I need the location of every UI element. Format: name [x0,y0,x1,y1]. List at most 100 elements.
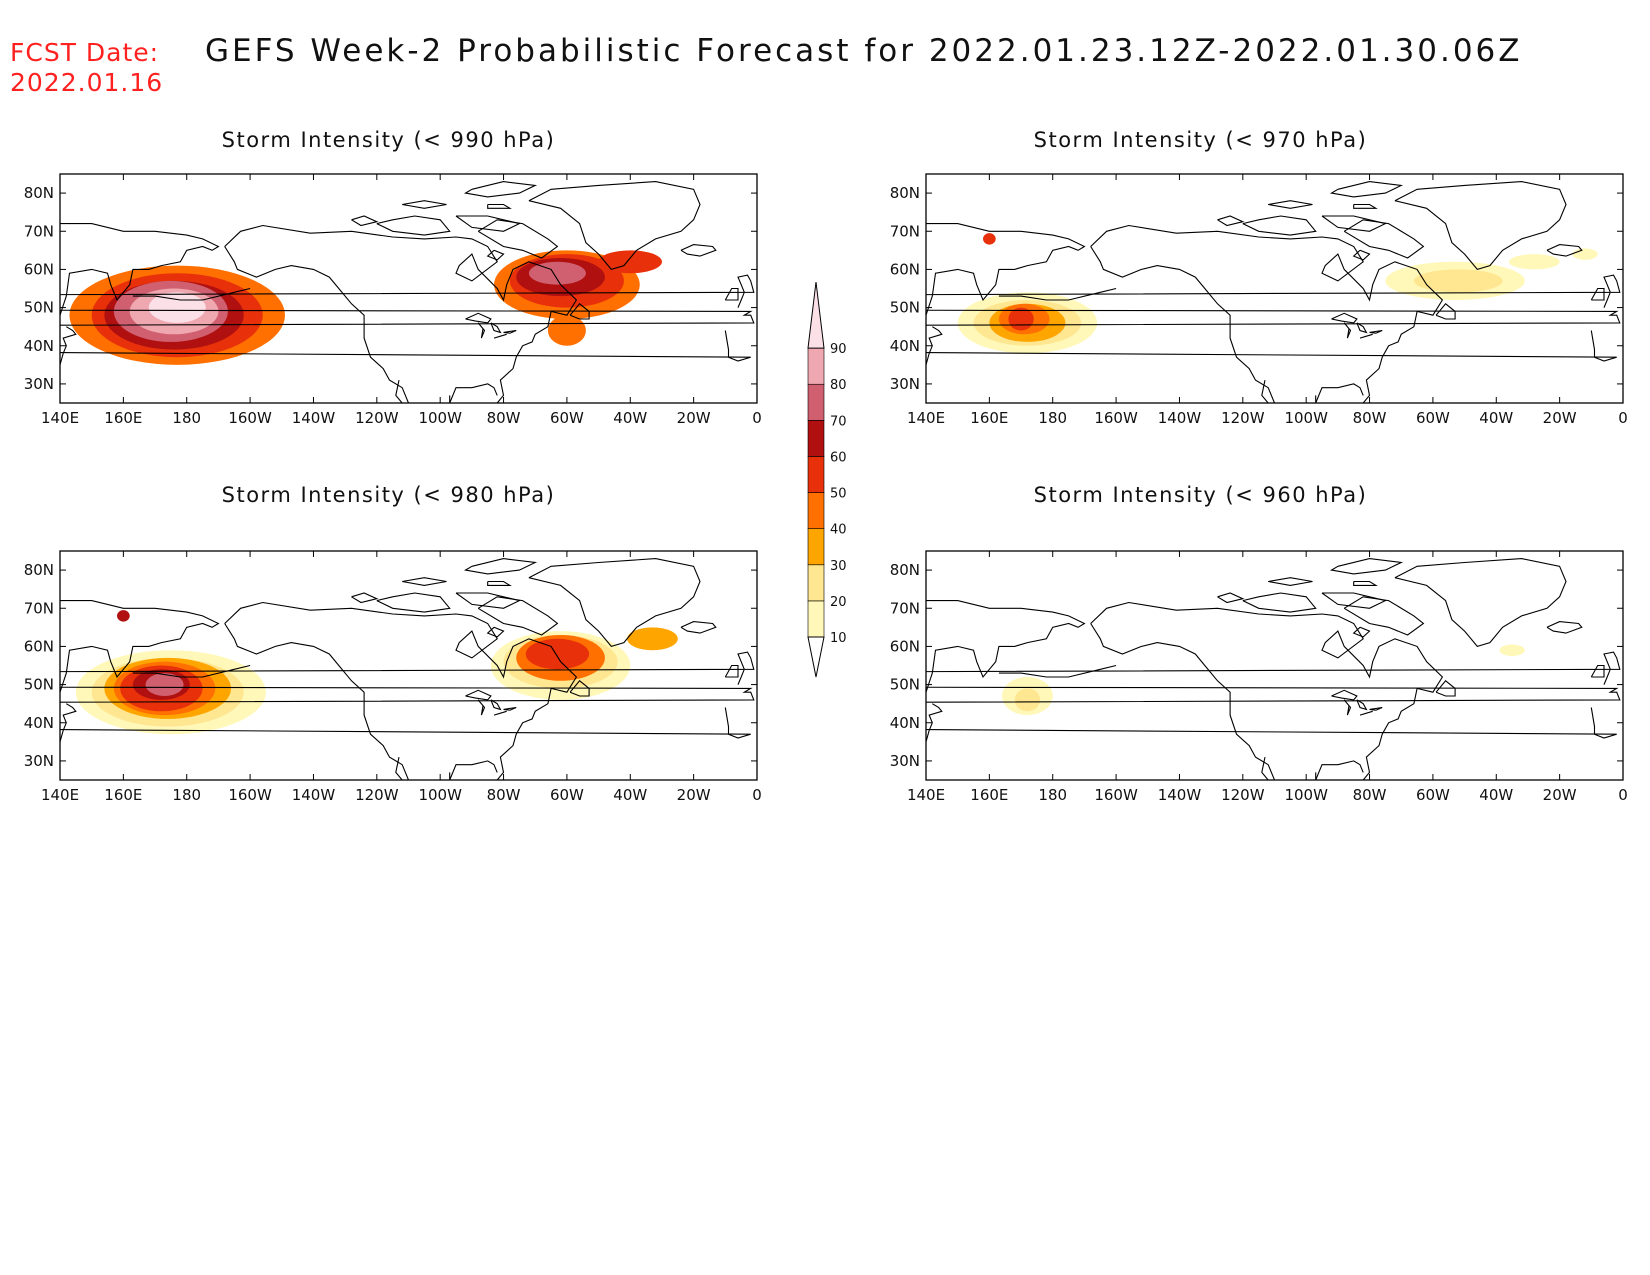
coastline [1353,203,1378,209]
colorbar-label: 20 [830,595,847,610]
lon-tick-label: 120W [355,409,399,427]
coastline [132,287,251,301]
coastline [1315,760,1364,780]
probability-blob [1508,254,1560,270]
lat-tick-label: 30N [24,752,54,770]
lon-tick-label: 80W [1353,786,1387,804]
coastline [503,706,517,711]
probability-blob [525,638,590,670]
lat-tick-label: 80N [890,184,920,202]
coastline [1356,699,1368,711]
coastline [1217,215,1245,227]
coastline [477,596,559,636]
lat-tick-label: 60N [24,260,54,278]
coastline [60,309,755,326]
probability-blob [1008,307,1034,331]
panel-title-970: Storm Intensity (< 970 hPa) [1033,128,1368,152]
coastline [1546,621,1583,634]
lon-tick-label: 20W [1543,409,1577,427]
fcst-date-caption: FCST Date: [10,38,160,67]
coastline [449,383,498,403]
lon-tick-label: 20W [677,786,711,804]
coastline [680,244,717,257]
lon-tick-label: 80W [487,409,521,427]
map-panel-970: 140E 160E 180 160W 140W 120W 100W 80W 60W 40W 20W 0… [890,173,1628,427]
colorbar-swatch [807,600,825,638]
main-title: GEFS Week-2 Probabilistic Forecast for 2… [205,33,1523,69]
lat-tick-label: 60N [890,637,920,655]
coastline [1394,558,1567,648]
lon-tick-label: 20W [1543,786,1577,804]
lon-tick-label: 0 [752,786,762,804]
coastline [493,333,507,339]
coastline [395,379,403,403]
colorbar-label: 40 [830,523,847,538]
colorbar-swatch [807,420,825,457]
lon-tick-label: 160E [104,409,142,427]
probability-blob [983,233,996,245]
lon-tick-label: 100W [1284,786,1328,804]
coastline [1090,601,1444,780]
colorbar-label: 70 [830,414,847,429]
coastline [926,274,1621,308]
coastline [455,215,522,232]
coastline [60,707,751,739]
lat-tick-label: 70N [890,599,920,617]
probability-blob [117,610,130,622]
coastline [569,680,590,697]
coastline [224,601,578,780]
lon-tick-label: 160W [1094,786,1138,804]
coastline [449,760,498,780]
coastline [926,223,1086,316]
map-frame [925,173,1624,404]
coastline [60,703,77,742]
coastline [490,322,502,334]
coastline [477,699,486,716]
lon-tick-label: 160E [104,786,142,804]
coastlines [926,181,1621,403]
lon-tick-label: 180 [1038,786,1067,804]
coastline [1268,200,1313,209]
lon-tick-label: 140E [907,409,945,427]
lat-tick-label: 50N [24,676,54,694]
coastline [132,664,251,678]
coastline [998,664,1117,678]
coastline [1352,626,1371,638]
lon-tick-label: 40W [1479,409,1513,427]
lon-tick-label: 120W [1221,786,1265,804]
map-panel-990: 140E 160E 180 160W 140W 120W 100W 80W 60W 40W 20W 0… [24,173,762,427]
lon-tick-label: 20W [677,409,711,427]
coastline [351,215,379,227]
coastlines [926,558,1621,780]
coastline [1359,710,1373,716]
coastline [1321,592,1388,609]
lat-tick-label: 70N [24,599,54,617]
coastline [1359,333,1373,339]
coastline [224,623,410,780]
coastline [477,322,486,339]
coastline [724,664,739,678]
lat-tick-label: 40N [890,714,920,732]
lat-tick-label: 50N [24,299,54,317]
coastline [926,309,1621,326]
lon-tick-label: 60W [1416,409,1450,427]
coastline [528,558,701,648]
coastline [493,710,507,716]
lon-tick-label: 160W [228,786,272,804]
coastline [1331,312,1358,324]
lon-tick-label: 160W [228,409,272,427]
coastline [1090,224,1444,403]
coastline [680,621,717,634]
lat-tick-label: 80N [890,561,920,579]
colorbar-label: 80 [830,378,847,393]
coastline [1261,756,1269,780]
coastline [503,329,517,334]
coastline [60,326,77,365]
coastline [1331,689,1358,701]
coastline [926,600,1086,693]
colorbar-under-arrow [807,636,825,678]
panel-title-990: Storm Intensity (< 990 hPa) [221,128,556,152]
colorbar-swatch [807,564,825,602]
coastline [1321,215,1388,232]
